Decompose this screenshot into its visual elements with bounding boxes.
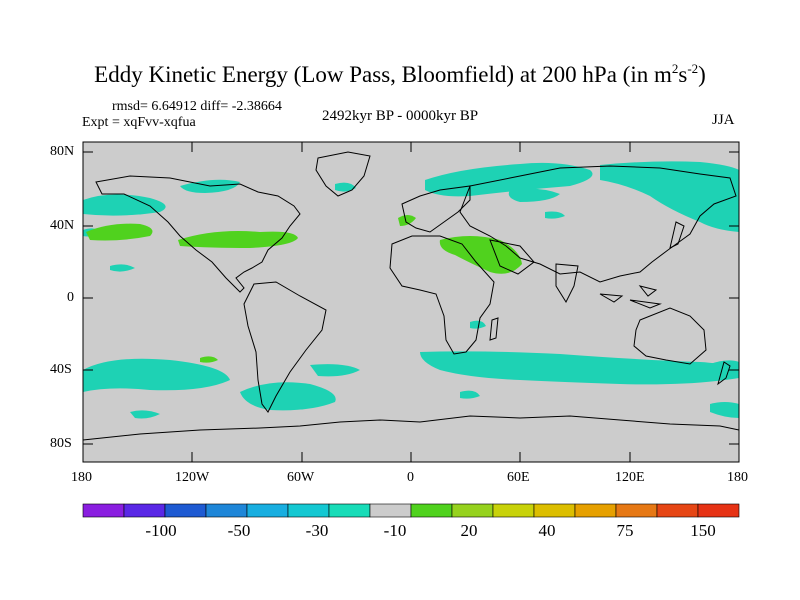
chart-title: Eddy Kinetic Energy (Low Pass, Bloomfiel… — [94, 61, 706, 87]
colorbar-box — [164, 503, 207, 518]
stats-text: rmsd= 6.64912 diff= -2.38664 — [112, 99, 282, 114]
colorbar-box — [410, 503, 453, 518]
expt-text: Expt = xqFvv-xqfua — [82, 115, 196, 130]
colorbar-box — [656, 503, 699, 518]
lon-label: 180 — [727, 470, 748, 485]
lon-label: 0 — [407, 470, 414, 485]
season-text: JJA — [712, 112, 735, 128]
negative-anomaly-regions — [83, 161, 739, 419]
lat-label: 80S — [50, 436, 72, 451]
lat-label: 0 — [67, 290, 74, 305]
colorbar-box — [451, 503, 494, 518]
colorbar-box — [205, 503, 248, 518]
colorbar-box — [82, 503, 125, 518]
colorbar-box — [574, 503, 617, 518]
axis-ticks — [83, 142, 739, 462]
colorbar-box — [492, 503, 535, 518]
colorbar — [82, 503, 740, 518]
lon-label: 120W — [175, 470, 210, 485]
colorbar-box — [328, 503, 371, 518]
lon-label: 120E — [615, 470, 645, 485]
colorbar-box — [615, 503, 658, 518]
lon-label: 60W — [287, 470, 315, 485]
colorbar-box — [533, 503, 576, 518]
period-text: 2492kyr BP - 0000kyr BP — [322, 108, 479, 124]
positive-anomaly-regions — [86, 215, 522, 363]
colorbar-label: -50 — [227, 521, 251, 540]
colorbar-box — [369, 503, 412, 518]
colorbar-label: -100 — [145, 521, 177, 540]
colorbar-label: 75 — [616, 521, 634, 540]
lat-label: 40N — [50, 218, 75, 233]
colorbar-box — [287, 503, 330, 518]
colorbar-label: -30 — [305, 521, 329, 540]
lat-label: 40S — [50, 362, 72, 377]
colorbar-box — [123, 503, 166, 518]
map-background — [83, 142, 739, 462]
lat-label: 80N — [50, 144, 75, 159]
colorbar-label: -10 — [383, 521, 407, 540]
lon-label: 180 — [71, 470, 92, 485]
colorbar-label: 40 — [538, 521, 556, 540]
coastlines — [82, 151, 740, 441]
colorbar-label: 150 — [690, 521, 716, 540]
colorbar-box — [246, 503, 289, 518]
colorbar-box — [697, 503, 740, 518]
colorbar-label: 20 — [460, 521, 478, 540]
lon-label: 60E — [507, 470, 530, 485]
